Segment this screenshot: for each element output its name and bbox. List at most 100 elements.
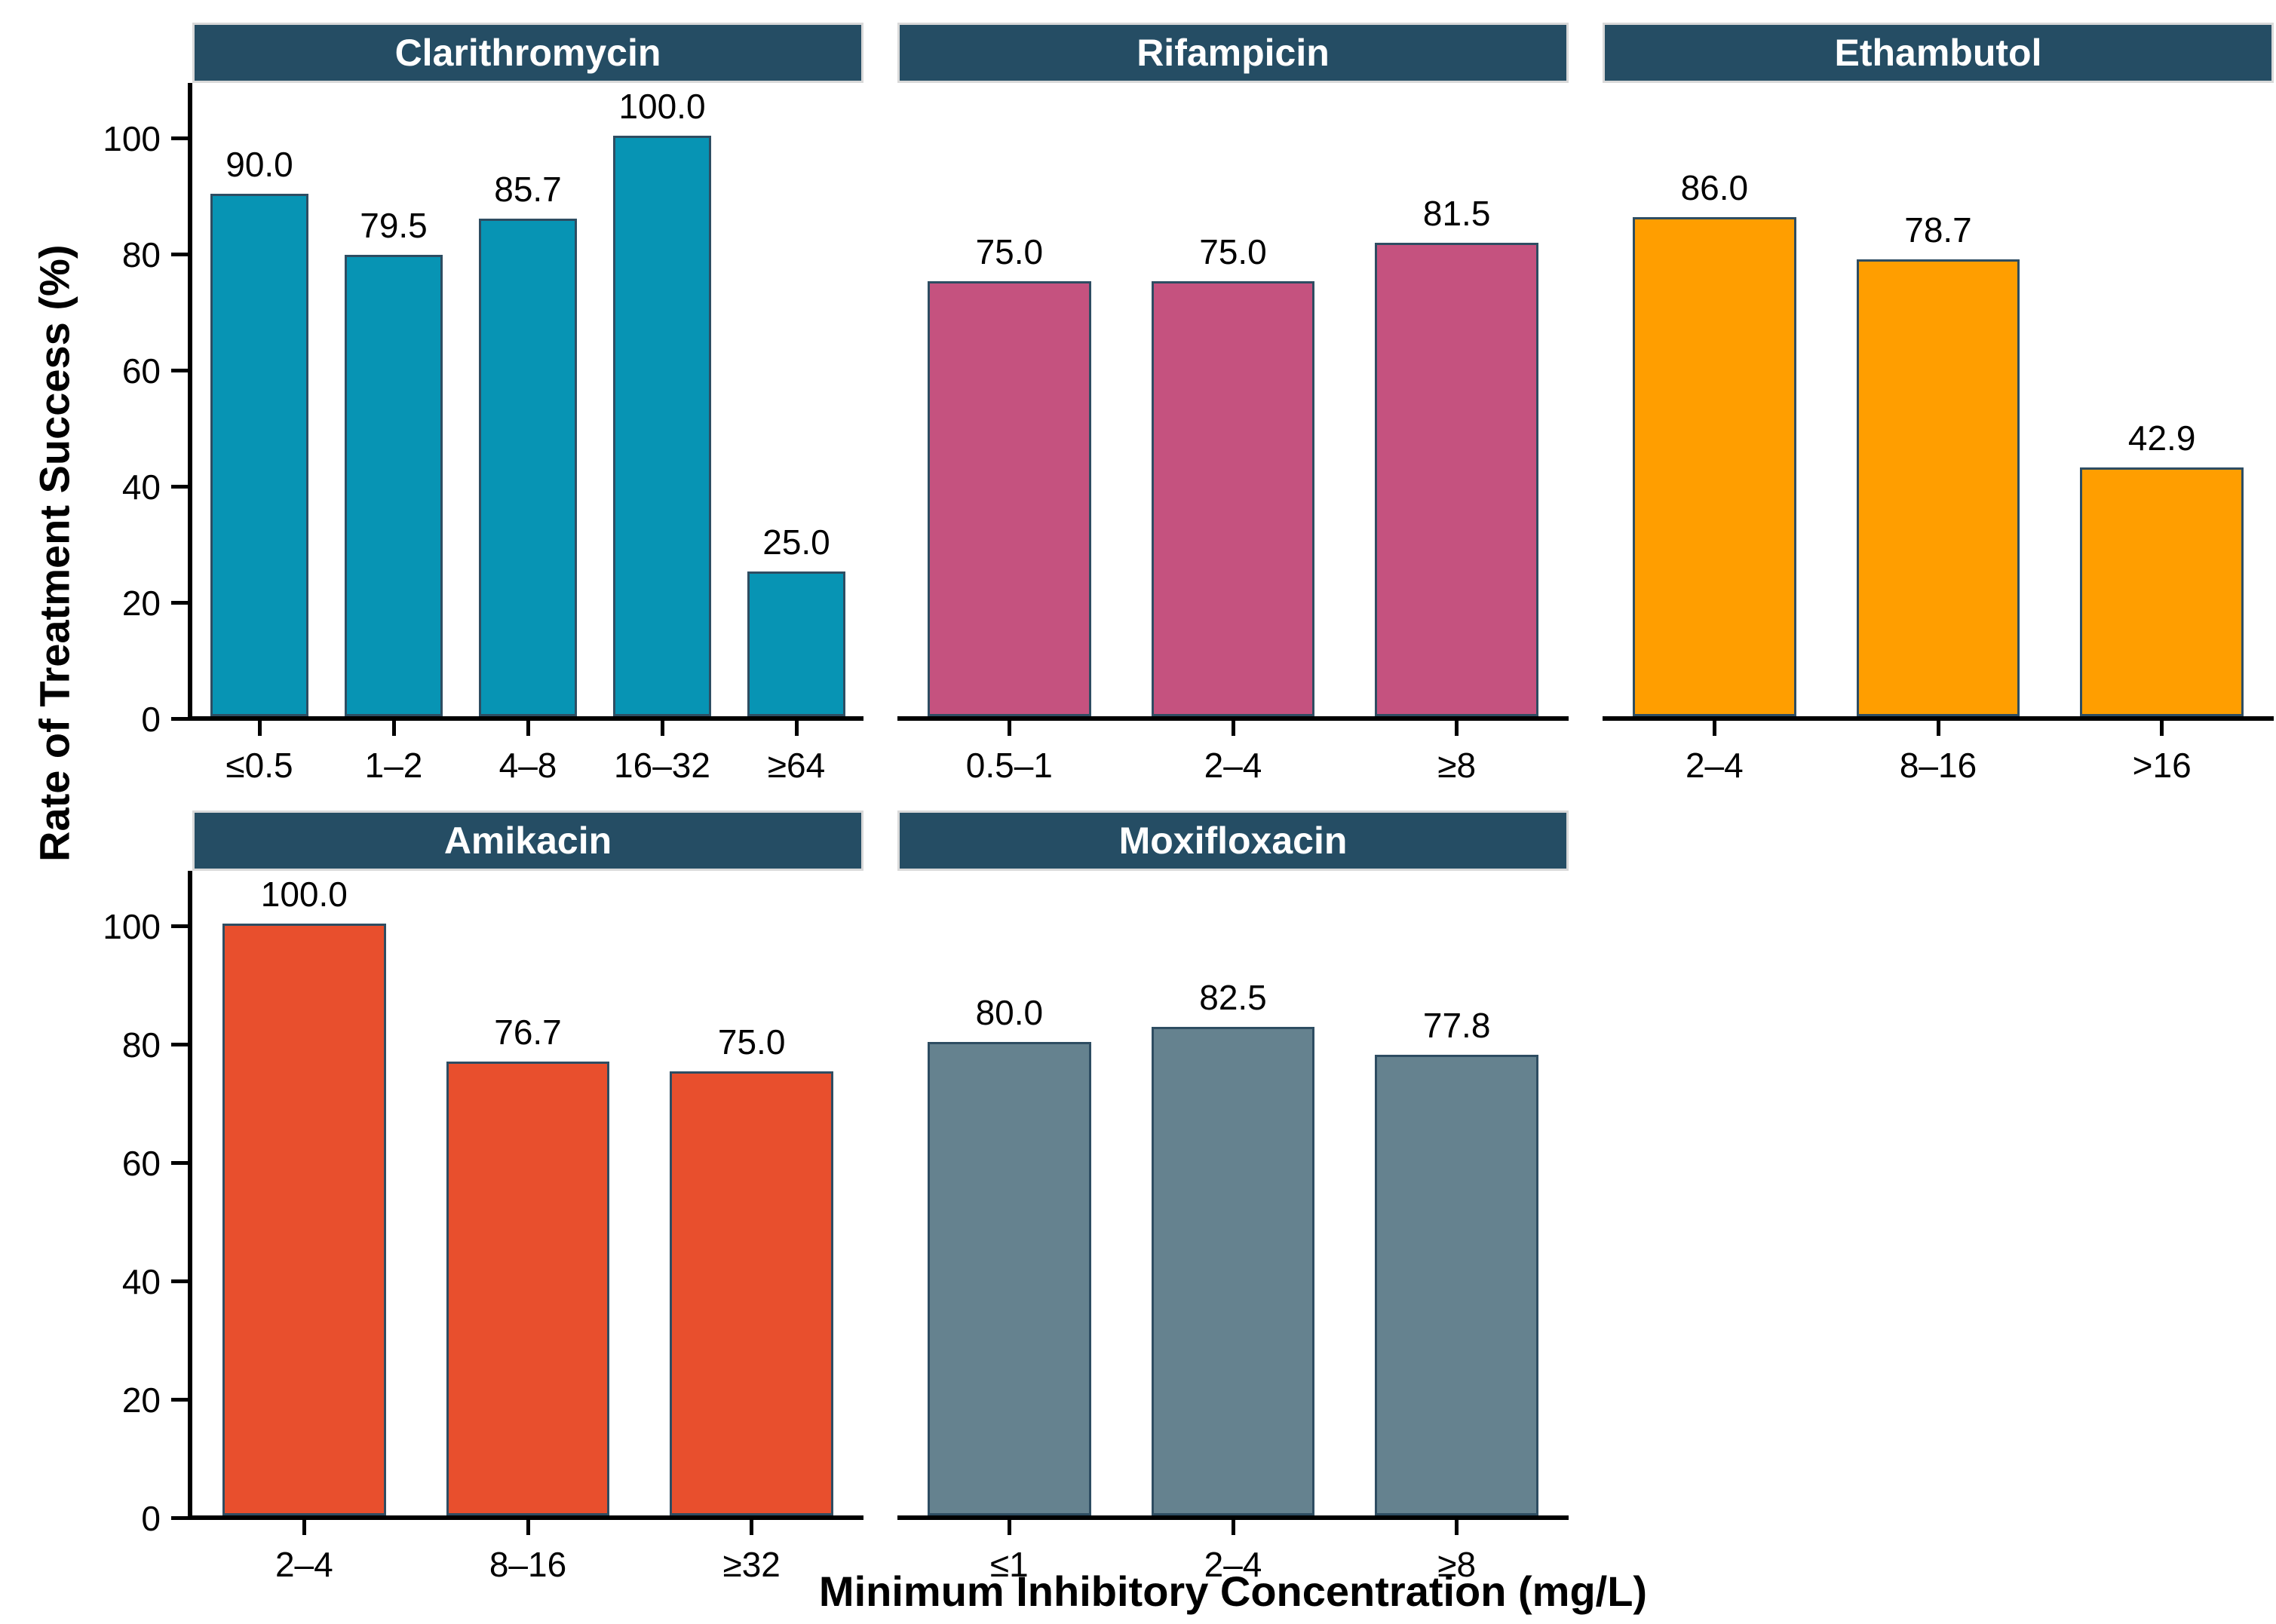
x-tick-mark (750, 1520, 754, 1535)
bar (479, 219, 577, 716)
bar-value-label: 25.0 (762, 522, 830, 562)
x-tick-label: >16 (2132, 746, 2192, 785)
y-tick-label: 0 (141, 1499, 161, 1538)
x-tick-label: 0.5–1 (965, 746, 1053, 785)
y-tick-mark (171, 1515, 188, 1520)
x-tick-mark (391, 721, 396, 736)
bar-value-label: 79.5 (360, 205, 428, 245)
bar (1375, 1055, 1538, 1515)
x-tick-mark (1231, 1520, 1235, 1535)
bar-value-label: 78.7 (1904, 210, 1972, 250)
y-tick-mark (171, 1279, 188, 1283)
bar (1375, 243, 1538, 716)
bar (446, 1061, 610, 1515)
bar (928, 1042, 1091, 1515)
x-tick-mark (1712, 721, 1716, 736)
x-axis-line (897, 716, 1569, 721)
x-axis-line (1603, 716, 2274, 721)
facet-title: Amikacin (443, 820, 612, 862)
bar (670, 1071, 833, 1515)
facet-header-rifampicin: Rifampicin (897, 23, 1569, 83)
x-tick-mark (526, 721, 530, 736)
y-axis-line (188, 871, 192, 1520)
x-tick-label: ≥32 (722, 1545, 781, 1584)
x-tick-mark (1231, 721, 1235, 736)
bar-value-label: 82.5 (1199, 978, 1267, 1018)
y-tick-label: 80 (121, 1025, 161, 1065)
y-tick-label: 60 (121, 351, 161, 391)
bar-value-label: 100.0 (260, 875, 348, 914)
y-tick-label: 0 (141, 700, 161, 739)
x-tick-mark (2160, 721, 2164, 736)
bar (1151, 1027, 1315, 1515)
bar (210, 194, 308, 716)
x-tick-label: ≥8 (1437, 1545, 1477, 1584)
facet-header-clarithromycin: Clarithromycin (192, 23, 863, 83)
facet-title: Rifampicin (1136, 32, 1330, 74)
bar (928, 280, 1091, 716)
facet-title: Clarithromycin (394, 32, 661, 74)
x-tick-label: 16–32 (614, 746, 710, 785)
bar (1151, 280, 1315, 716)
facet-header-moxifloxacin: Moxifloxacin (897, 810, 1569, 871)
x-tick-label: 2–4 (1204, 1545, 1262, 1584)
bar (613, 136, 711, 716)
y-tick-mark (171, 252, 188, 256)
x-tick-label: ≥8 (1437, 746, 1477, 785)
bar-value-label: 81.5 (1422, 194, 1491, 234)
x-tick-mark (660, 721, 664, 736)
bar (345, 254, 443, 716)
facet-header-ethambutol: Ethambutol (1603, 23, 2274, 83)
x-axis-line (188, 716, 863, 721)
x-axis-title: Minimum Inhibitory Concentration (mg/L) (818, 1567, 1648, 1615)
x-axis-line (188, 1515, 863, 1520)
y-tick-mark (171, 924, 188, 928)
x-tick-mark (1007, 1520, 1011, 1535)
x-tick-mark (1007, 721, 1011, 736)
y-tick-mark (171, 368, 188, 372)
y-tick-mark (171, 1160, 188, 1165)
y-tick-label: 20 (121, 584, 161, 623)
y-tick-label: 40 (121, 1262, 161, 1301)
x-tick-label: 4–8 (498, 746, 557, 785)
bar-value-label: 75.0 (717, 1022, 786, 1062)
y-tick-mark (171, 1397, 188, 1402)
x-tick-mark (1936, 721, 1940, 736)
y-tick-mark (171, 484, 188, 489)
bar-value-label: 86.0 (1680, 167, 1749, 207)
y-axis-line (188, 83, 192, 721)
bar-value-label: 77.8 (1422, 1006, 1491, 1046)
x-tick-mark (302, 1520, 306, 1535)
y-tick-mark (171, 600, 188, 605)
y-tick-label: 80 (121, 235, 161, 274)
x-tick-label: 2–4 (1204, 746, 1262, 785)
bar-value-label: 85.7 (494, 170, 562, 210)
x-tick-label: ≤0.5 (225, 746, 293, 785)
x-tick-label: 1–2 (364, 746, 423, 785)
y-tick-label: 60 (121, 1144, 161, 1183)
bar-value-label: 76.7 (494, 1012, 562, 1052)
bar-value-label: 42.9 (2127, 418, 2196, 458)
y-tick-mark (171, 1042, 188, 1046)
bar-value-label: 100.0 (618, 87, 706, 126)
x-tick-label: 2–4 (275, 1545, 333, 1584)
y-tick-label: 100 (103, 907, 161, 946)
x-tick-label: ≤1 (989, 1545, 1029, 1584)
y-tick-label: 100 (103, 119, 161, 158)
y-axis-title: Rate of Treatment Success (%) (30, 244, 78, 862)
y-tick-label: 40 (121, 467, 161, 507)
x-tick-mark (1455, 1520, 1459, 1535)
x-tick-label: ≥64 (767, 746, 826, 785)
bar (2080, 467, 2244, 716)
bar-value-label: 75.0 (975, 231, 1044, 271)
y-tick-mark (171, 136, 188, 140)
bar-value-label: 75.0 (1199, 231, 1267, 271)
x-tick-label: 2–4 (1685, 746, 1744, 785)
bar (1633, 216, 1796, 716)
x-tick-mark (257, 721, 262, 736)
bar (1856, 259, 2020, 716)
x-axis-line (897, 1515, 1569, 1520)
x-tick-mark (1455, 721, 1459, 736)
bar (222, 924, 386, 1515)
facet-header-amikacin: Amikacin (192, 810, 863, 871)
